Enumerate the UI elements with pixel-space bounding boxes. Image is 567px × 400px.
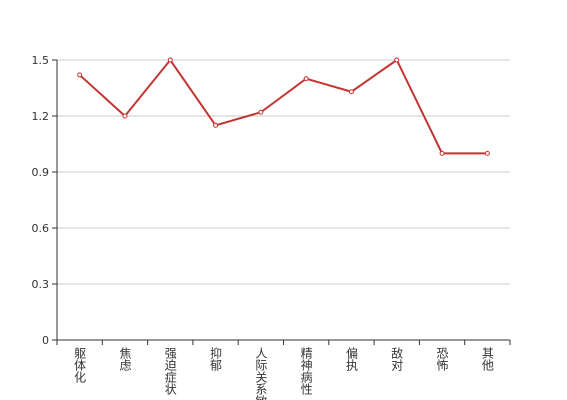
y-tick-label: 0.6 — [32, 222, 50, 235]
point — [213, 122, 219, 128]
point — [122, 113, 128, 119]
x-tick-label: 抑郁 — [209, 346, 223, 372]
y-tick-label: 0.9 — [32, 166, 50, 179]
point — [303, 76, 309, 82]
y-tick-label: 1.5 — [32, 54, 50, 67]
x-tick-label: 敌对 — [390, 346, 404, 371]
x-tick-label: 其他 — [480, 347, 494, 371]
point — [348, 89, 354, 95]
x-tick-label: 精神病性 — [299, 347, 313, 396]
point — [484, 150, 490, 156]
y-tick-label: 0.3 — [32, 278, 50, 291]
y-tick-label: 0 — [42, 334, 49, 347]
point — [167, 57, 173, 63]
x-tick-label: 人际关系敏 — [254, 347, 268, 400]
point — [394, 57, 400, 63]
point — [439, 150, 445, 156]
y-tick-label: 1.2 — [32, 110, 50, 123]
x-tick-label: 偏执 — [344, 346, 358, 372]
x-tick-label: 躯体化 — [73, 346, 87, 384]
x-tick-label: 焦虑 — [118, 347, 132, 371]
x-tick-label: 强迫症状 — [163, 347, 177, 395]
line — [78, 58, 488, 155]
x-tick-label: 恐怖 — [435, 347, 449, 371]
point — [258, 109, 264, 115]
point — [77, 72, 83, 78]
